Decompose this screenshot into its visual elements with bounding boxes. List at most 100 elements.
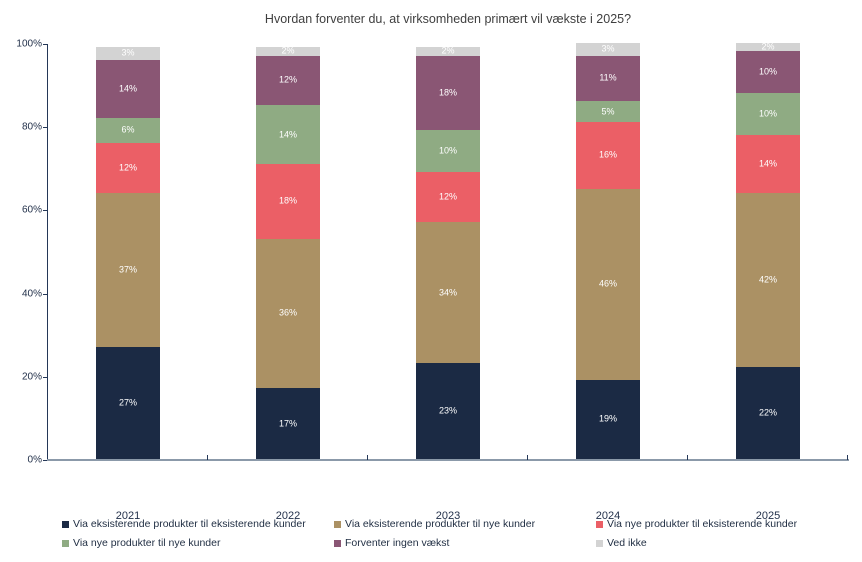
bar-segment: 18% (256, 163, 320, 239)
x-axis-category-label: 2022 (275, 510, 301, 522)
x-axis-category-label: 2021 (115, 510, 141, 522)
y-axis-tick (43, 44, 47, 45)
stacked-bar-2021: 27% 37% 12% 6% 14% 3% (96, 47, 160, 459)
bar-segment-label: 18% (278, 195, 297, 206)
bar-segment: 14% (96, 59, 160, 118)
bar-segment: 3% (96, 47, 160, 60)
bar-segment-label: 14% (278, 129, 297, 140)
bar-segment-label: 12% (278, 74, 297, 85)
y-axis-tick (43, 210, 47, 212)
y-axis-tick-label: 60% (21, 204, 42, 216)
bar-segment: 16% (576, 122, 640, 189)
bar-segment-label: 16% (598, 149, 617, 160)
bar-segment: 18% (416, 55, 480, 131)
chart-title: Hvordan forventer du, at virksomheden pr… (264, 12, 632, 26)
x-axis-category-label: 2024 (595, 510, 621, 522)
legend-swatch-icon (62, 539, 69, 547)
bar-segment-label: 10% (758, 66, 777, 77)
legend-item: Via nye produkter til nye kunder (62, 537, 334, 549)
bar-segment-label: 42% (758, 274, 777, 285)
bar-segment-label: 46% (598, 278, 617, 289)
bar-segment: 5% (576, 101, 640, 123)
bar-segment: 2% (256, 45, 320, 56)
bar-segment: 14% (256, 105, 320, 164)
legend-swatch-icon (596, 539, 603, 547)
x-axis-tick (207, 455, 208, 460)
bar-segment-label: 3% (121, 47, 135, 58)
bar-segment-label: 19% (598, 413, 617, 424)
bar-segment: 3% (576, 43, 640, 56)
bar-segment-label: 36% (278, 307, 297, 318)
legend-swatch-icon (596, 520, 603, 528)
bar-segment-label: 2% (441, 45, 455, 56)
y-axis-line (47, 44, 48, 461)
bar-segment: 10% (736, 51, 800, 93)
y-axis-tick (43, 127, 47, 129)
bar-segment: 22% (736, 367, 800, 459)
legend-label: Ved ikke (607, 537, 647, 549)
bar-segment-label: 10% (758, 108, 777, 119)
bar-segment: 12% (256, 55, 320, 106)
x-axis-tick (367, 455, 368, 460)
y-axis-tick (43, 293, 47, 295)
bar-segment-label: 17% (278, 418, 297, 429)
x-axis-tick (527, 455, 528, 460)
bar-segment: 12% (416, 171, 480, 222)
legend-label: Via eksisterende produkter til nye kunde… (345, 518, 536, 530)
legend-label: Forventer ingen vækst (345, 537, 450, 549)
legend-label: Via eksisterende produkter til eksistere… (73, 518, 306, 530)
y-axis-tick-label: 0% (27, 454, 42, 466)
bar-segment: 19% (576, 379, 640, 459)
y-axis-tick-label: 40% (21, 288, 42, 300)
legend-swatch-icon (62, 520, 69, 528)
bar-segment-label: 14% (118, 83, 137, 94)
bar-segment: 14% (736, 134, 800, 193)
stacked-bar-2022: 17% 36% 18% 14% 12% 2% (256, 45, 320, 459)
bar-segment-label: 23% (438, 405, 457, 416)
legend-item: Via eksisterende produkter til eksistere… (62, 518, 334, 530)
legend-label: Via nye produkter til nye kunder (73, 537, 221, 549)
stacked-bar-2025: 22% 42% 14% 10% 10% 2% (736, 41, 800, 459)
bar-segment: 36% (256, 238, 320, 389)
chart-legend: Via eksisterende produkter til eksistere… (62, 518, 852, 549)
bar-segment-label: 6% (121, 124, 135, 135)
plot-area: 0% 20% 40% 60% 80% 100% 27% 37% 12% 6% 14% 3% 2021 17… (16, 39, 849, 522)
bar-segment: 23% (416, 363, 480, 459)
stacked-bar-2024: 19% 46% 16% 5% 11% 3% (576, 43, 640, 459)
y-axis-tick-label: 100% (16, 38, 42, 50)
bar-segment-label: 10% (438, 145, 457, 156)
y-axis-tick (43, 460, 47, 461)
x-axis-category-label: 2025 (755, 510, 781, 522)
y-axis-tick (43, 376, 47, 378)
legend-swatch-icon (334, 539, 341, 547)
y-axis-tick-label: 80% (21, 121, 42, 133)
bar-segment-label: 22% (758, 407, 777, 418)
stacked-bar-2023: 23% 34% 12% 10% 18% 2% (416, 45, 480, 459)
bar-segment: 46% (576, 188, 640, 380)
legend-label: Via nye produkter til eksisterende kunde… (607, 518, 798, 530)
bar-segment: 10% (416, 130, 480, 172)
bar-segment-label: 37% (118, 264, 137, 275)
legend-item: Forventer ingen vækst (334, 537, 596, 549)
x-axis-category-label: 2023 (435, 510, 461, 522)
legend-swatch-icon (334, 520, 341, 528)
bar-segment: 27% (96, 346, 160, 459)
bar-segment-label: 2% (281, 45, 295, 56)
bar-segment-label: 34% (438, 287, 457, 298)
y-axis-tick-label: 20% (21, 371, 42, 383)
bar-segment-label: 27% (118, 397, 137, 408)
bar-segment: 10% (736, 92, 800, 135)
bar-segment-label: 5% (601, 106, 615, 117)
bar-segment: 12% (96, 142, 160, 193)
bar-segment: 17% (256, 388, 320, 459)
bar-segment: 11% (576, 55, 640, 102)
bar-segment: 2% (416, 45, 480, 56)
bar-segment: 6% (96, 117, 160, 143)
legend-item: Ved ikke (596, 537, 852, 549)
bar-segment: 34% (416, 221, 480, 364)
bar-segment-label: 12% (438, 191, 457, 202)
x-axis-line (47, 459, 849, 461)
bar-segment-label: 2% (761, 41, 775, 52)
bar-segment-label: 3% (601, 43, 615, 54)
